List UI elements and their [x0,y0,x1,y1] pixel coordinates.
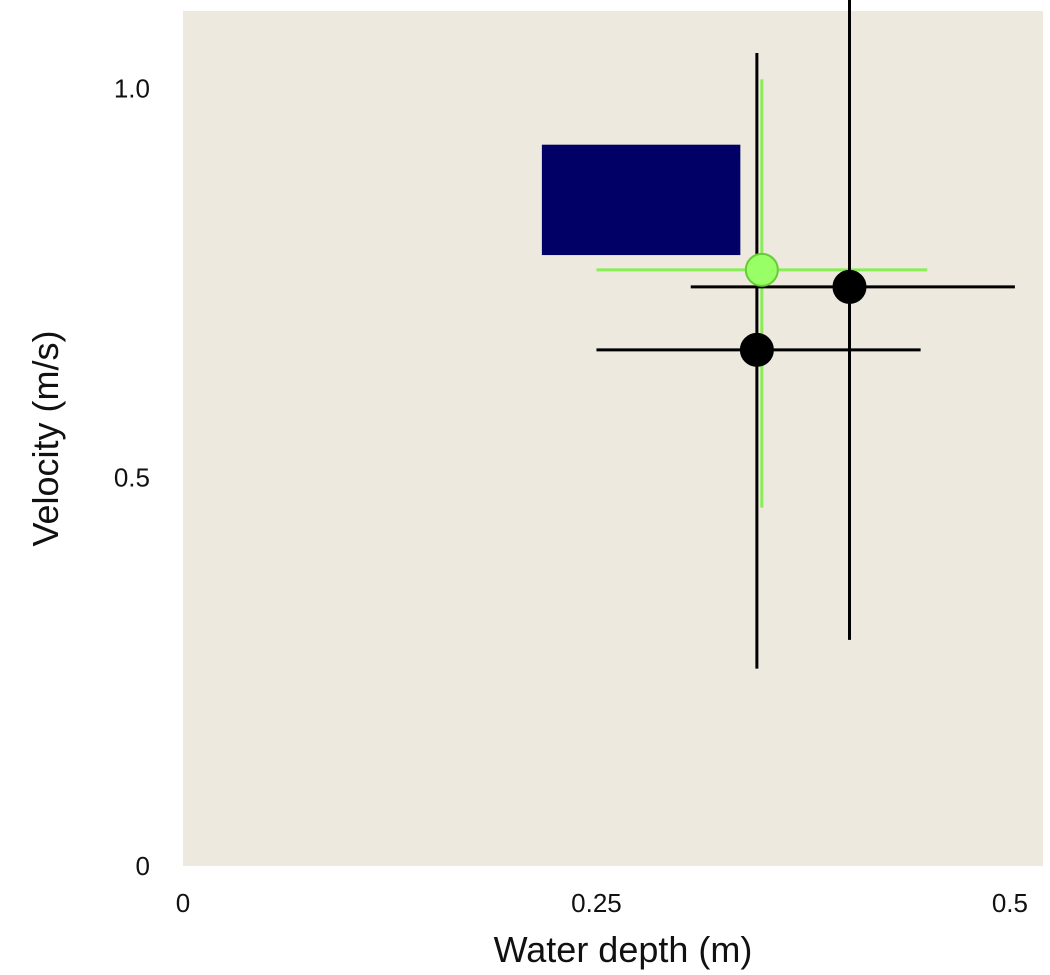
data-points [739,252,867,367]
y-tick-label: 0.5 [114,462,150,492]
data-point-1 [744,252,779,287]
plot-background [183,11,1043,866]
y-axis-label: Velocity (m/s) [25,330,66,546]
x-tick-label: 0.5 [992,888,1028,918]
data-point-3 [832,269,867,304]
region-layer [541,144,741,256]
x-tick-label: 0 [176,888,190,918]
y-tick-label: 1.0 [114,74,150,104]
x-tick-label: 0.25 [571,888,622,918]
x-tick-labels: 0 0.25 0.5 [176,888,1028,918]
y-tick-labels: 0 0.5 1.0 [114,74,150,881]
x-axis-label: Water depth (m) [494,929,753,970]
y-tick-label: 0 [136,851,150,881]
target-region [541,144,741,256]
data-point-2 [739,332,774,367]
